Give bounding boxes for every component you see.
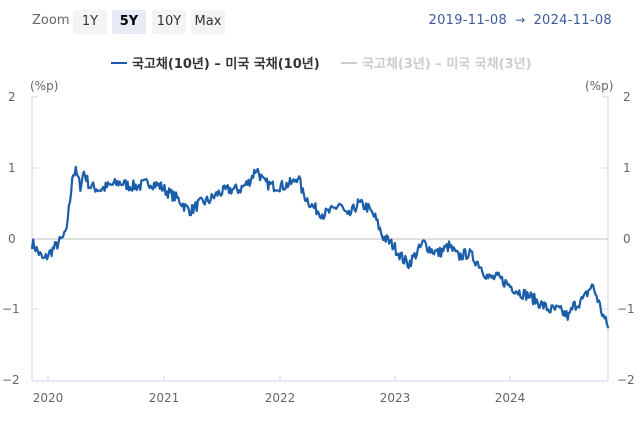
svg-text:0: 0 (623, 232, 631, 246)
svg-text:2: 2 (8, 90, 16, 104)
range-selector-toolbar: Zoom 1Y 5Y 10Y Max 2019-11-08 → 2024-11-08 (0, 10, 640, 34)
svg-text:2023: 2023 (380, 391, 411, 405)
right-axis-unit: (%p) (585, 79, 613, 93)
zoom-5y-button[interactable]: 5Y (112, 10, 146, 34)
legend-item-10y-spread[interactable]: 국고채(10년) – 미국 국채(10년) (111, 53, 320, 72)
legend-line-icon (111, 61, 127, 64)
x-tick-marks (47, 376, 511, 381)
zoom-10y-button[interactable]: 10Y (152, 10, 186, 34)
svg-text:1: 1 (623, 161, 631, 175)
svg-text:−1: −1 (2, 302, 20, 316)
legend-label: 국고채(10년) – 미국 국채(10년) (132, 57, 320, 72)
left-y-axis-labels: 2 1 0 −1 −2 (2, 90, 20, 387)
svg-text:−2: −2 (617, 373, 635, 387)
legend-item-3y-spread[interactable]: 국고채(3년) – 미국 국채(3년) (341, 53, 532, 72)
svg-text:2022: 2022 (265, 391, 296, 405)
arrow-right-icon: → (515, 13, 526, 27)
zoom-label: Zoom (32, 13, 70, 28)
legend-line-icon (341, 61, 357, 64)
x-axis-labels: 2020 2021 2022 2023 2024 (33, 391, 526, 405)
svg-text:−1: −1 (617, 302, 635, 316)
svg-text:2024: 2024 (495, 391, 526, 405)
left-y-tick-marks (32, 96, 38, 310)
date-range: 2019-11-08 → 2024-11-08 (429, 13, 612, 28)
left-axis-unit: (%p) (30, 79, 58, 93)
svg-text:2021: 2021 (149, 391, 180, 405)
zoom-1y-button[interactable]: 1Y (73, 10, 107, 34)
svg-text:2020: 2020 (33, 391, 64, 405)
svg-text:−2: −2 (2, 373, 20, 387)
series-line-10y-spread[interactable] (30, 165, 610, 329)
chart-legend: 국고채(10년) – 미국 국채(10년) 국고채(3년) – 미국 국채(3년… (0, 53, 640, 73)
svg-text:1: 1 (8, 161, 16, 175)
svg-text:0: 0 (8, 232, 16, 246)
date-to-input[interactable]: 2024-11-08 (533, 13, 612, 28)
date-from-input[interactable]: 2019-11-08 (428, 13, 508, 28)
legend-label: 국고채(3년) – 미국 국채(3년) (362, 57, 532, 72)
right-y-axis-labels: 2 1 0 −1 −2 (617, 90, 635, 387)
svg-text:2: 2 (623, 90, 631, 104)
right-y-tick-marks (602, 96, 608, 310)
zoom-max-button[interactable]: Max (191, 10, 225, 34)
